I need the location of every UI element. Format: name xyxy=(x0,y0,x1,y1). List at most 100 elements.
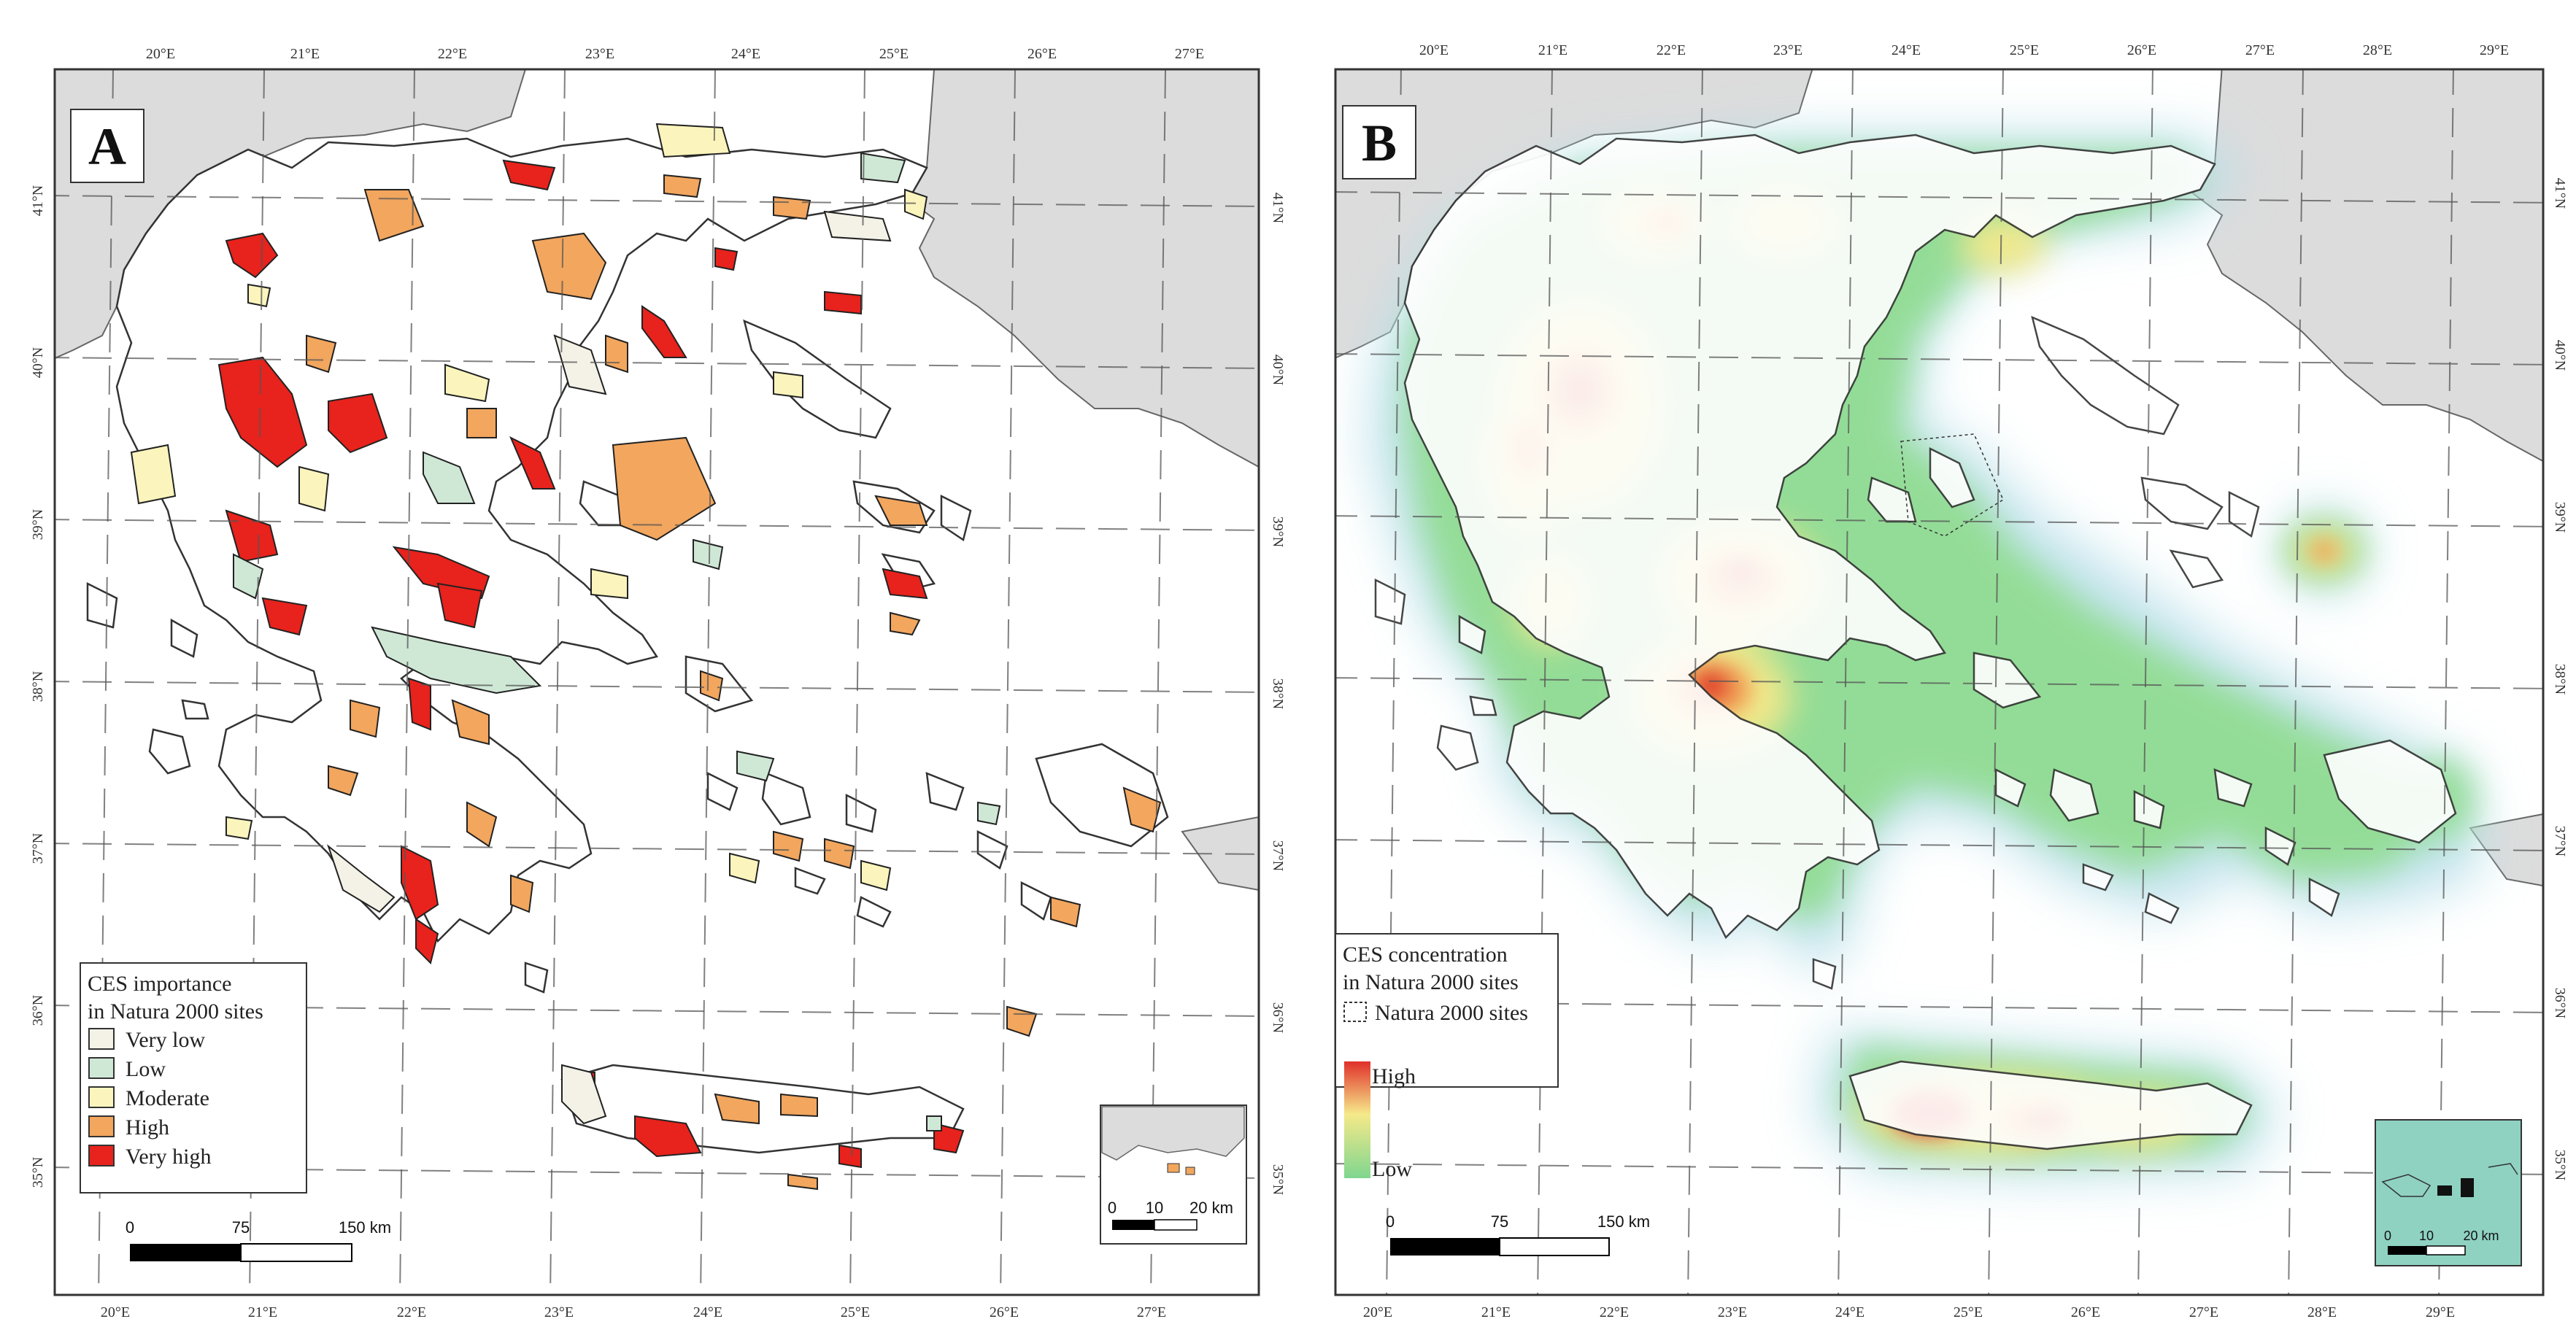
legend-a-label-very-low: Very low xyxy=(126,1028,205,1052)
site-high xyxy=(663,174,702,198)
legend-b-high-label: High xyxy=(1372,1064,1416,1088)
site-high xyxy=(612,436,717,541)
panel-b-graticule xyxy=(1335,69,2543,1295)
lon-label-bottom: 20°E xyxy=(1363,1304,1392,1320)
lon-label-top: 28°E xyxy=(2363,42,2392,58)
panel-b-lon-labels-bottom: 20°E 21°E 22°E 23°E 24°E 25°E 26°E 27°E 28°E 29°E xyxy=(1363,1304,2455,1320)
turkey-south-coast xyxy=(1181,816,1259,891)
site-very-low xyxy=(326,844,396,913)
site-very-high xyxy=(436,582,483,629)
lon-label-bottom: 29°E xyxy=(2426,1304,2455,1320)
lat-label-left: 37°N xyxy=(30,833,46,864)
site-high xyxy=(1122,786,1162,833)
site-high xyxy=(1050,896,1081,928)
lat-label-right: 40°N xyxy=(2552,340,2568,371)
site-high xyxy=(363,189,425,242)
site-high xyxy=(531,232,607,301)
lon-label-top: 21°E xyxy=(290,46,320,62)
lat-label-right: 38°N xyxy=(2552,664,2568,695)
legend-a-label-low: Low xyxy=(126,1057,166,1081)
lon-label-top: 24°E xyxy=(731,46,760,62)
lon-label-top: 24°E xyxy=(1891,42,1921,58)
panel-a-lon-labels-bottom: 20°E 21°E 22°E 23°E 24°E 25°E 26°E 27°E xyxy=(101,1304,1166,1320)
panel-a-inset: 0 10 20 km xyxy=(1100,1104,1247,1245)
site-very-high xyxy=(328,392,388,454)
lon-label-top: 27°E xyxy=(2245,42,2275,58)
inset-b-scale-0: 0 xyxy=(2384,1229,2391,1243)
site-very-high xyxy=(824,290,862,315)
panel-a-legend: CES importance in Natura 2000 sites Very… xyxy=(80,962,307,1193)
lon-label-bottom: 23°E xyxy=(1718,1304,1747,1320)
site-moderate xyxy=(590,568,628,600)
inset-b-scale-20: 20 km xyxy=(2463,1229,2499,1243)
lon-label-top: 23°E xyxy=(585,46,614,62)
site-very-high xyxy=(509,436,556,490)
lat-label-right: 40°N xyxy=(1270,355,1286,385)
legend-a-box xyxy=(80,962,307,1193)
lat-label-right: 41°N xyxy=(1270,193,1286,223)
site-high xyxy=(451,699,490,746)
lon-label-top: 22°E xyxy=(1657,42,1686,58)
lon-label-bottom: 28°E xyxy=(2307,1304,2337,1320)
scale-a-label-150: 150 km xyxy=(339,1218,391,1237)
panel-a-lat-labels-right: 41°N 40°N 39°N 38°N 37°N 36°N 35°N xyxy=(1270,193,1286,1195)
lat-label-left: 39°N xyxy=(30,509,46,540)
panel-b: 20°E 21°E 22°E 23°E 24°E 25°E 26°E 27°E 28°E 29°E… xyxy=(1334,42,2568,1320)
panel-b-letter: B xyxy=(1362,114,1397,172)
lon-label-top: 23°E xyxy=(1773,42,1802,58)
lon-label-bottom: 25°E xyxy=(841,1304,870,1320)
panel-b-inset: 0 10 20 km xyxy=(2375,1119,2522,1266)
site-very-high xyxy=(225,232,279,279)
site-very-high xyxy=(641,305,687,358)
legend-b-sites-swatch xyxy=(1343,1002,1367,1022)
site-low xyxy=(371,626,542,695)
lon-label-bottom: 24°E xyxy=(693,1304,722,1320)
site-moderate xyxy=(773,371,803,399)
lat-label-left: 35°N xyxy=(30,1157,46,1188)
lon-label-bottom: 26°E xyxy=(990,1304,1019,1320)
inset-b-scale-10: 10 xyxy=(2419,1229,2434,1243)
panel-a-lat-labels-left: 41°N 40°N 39°N 38°N 37°N 36°N 35°N xyxy=(30,185,46,1188)
panel-a-scale-bar: 0 75 150 km xyxy=(126,1218,391,1262)
legend-b-box xyxy=(1335,933,1559,1088)
site-very-high xyxy=(407,677,431,731)
site-high xyxy=(466,408,497,438)
site-moderate xyxy=(298,465,330,512)
panel-a-map xyxy=(55,69,1259,1295)
site-high xyxy=(773,830,804,862)
scale-b-label-75: 75 xyxy=(1491,1212,1508,1231)
legend-a-label-high: High xyxy=(126,1115,169,1140)
site-low xyxy=(860,152,906,184)
inset-b-outline xyxy=(2381,1174,2432,1197)
legend-b-title-2: in Natura 2000 sites xyxy=(1343,970,1519,994)
lat-label-right: 37°N xyxy=(2552,826,2568,856)
lat-label-left: 36°N xyxy=(30,995,46,1026)
panel-b-frame xyxy=(1334,68,2545,1296)
inset-b-site xyxy=(2437,1185,2452,1196)
lat-label-left: 41°N xyxy=(30,185,46,216)
site-high xyxy=(780,1093,818,1118)
inset-a-scale-0: 0 xyxy=(1108,1199,1117,1217)
panel-b-lat-labels-right: 41°N 40°N 39°N 38°N 37°N 36°N 35°N xyxy=(2552,178,2568,1180)
site-low xyxy=(926,1115,942,1131)
lat-label-right: 39°N xyxy=(1270,517,1286,547)
site-very-high xyxy=(392,546,490,600)
natura-site-outline xyxy=(1900,433,2004,537)
site-very-low xyxy=(561,1064,607,1125)
natura-sites xyxy=(130,123,1162,1191)
site-high xyxy=(824,837,855,870)
legend-a-swatch-low xyxy=(88,1057,115,1079)
site-moderate xyxy=(860,859,892,891)
lon-label-top: 22°E xyxy=(438,46,467,62)
inset-a-site xyxy=(1185,1167,1195,1175)
panel-b-legend: CES concentration in Natura 2000 sites N… xyxy=(1335,933,1559,1181)
legend-a-swatch-moderate xyxy=(88,1086,115,1108)
lon-label-bottom: 20°E xyxy=(101,1304,130,1320)
scale-b-black-segment xyxy=(1390,1238,1500,1256)
lon-label-bottom: 22°E xyxy=(1600,1304,1629,1320)
site-high xyxy=(773,196,811,220)
site-high xyxy=(787,1173,818,1191)
lon-label-bottom: 25°E xyxy=(1954,1304,1983,1320)
site-high xyxy=(714,1093,760,1125)
